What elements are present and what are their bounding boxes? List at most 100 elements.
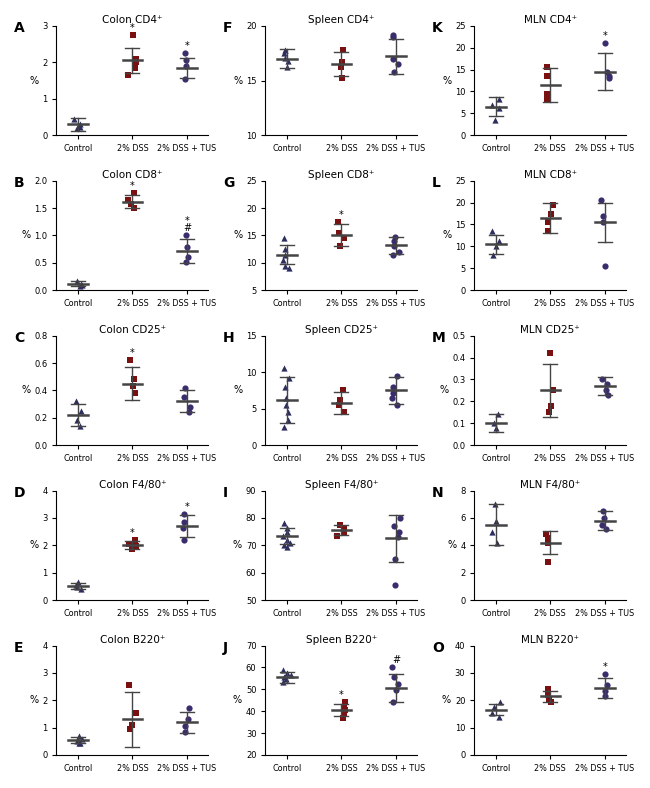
Point [75, 117, 86, 130]
Point [390, 230, 400, 243]
Point [338, 712, 348, 724]
Point [542, 94, 552, 106]
Point [334, 226, 345, 239]
Y-axis label: %: % [21, 385, 31, 396]
Point [179, 391, 189, 403]
Point [340, 704, 350, 716]
Title: Colon CD8⁺: Colon CD8⁺ [102, 170, 162, 180]
Point [182, 241, 192, 254]
Point [488, 225, 498, 237]
Title: MLN F4/80⁺: MLN F4/80⁺ [520, 480, 580, 490]
Point [339, 521, 350, 533]
Point [283, 406, 293, 418]
Point [75, 582, 86, 595]
Point [543, 689, 554, 701]
Title: Colon CD4⁺: Colon CD4⁺ [102, 15, 162, 25]
Point [184, 701, 194, 714]
Point [278, 254, 289, 266]
Point [486, 706, 497, 719]
Point [596, 194, 606, 206]
Point [179, 720, 190, 733]
Point [487, 99, 497, 112]
Point [279, 46, 289, 59]
Y-axis label: %: % [233, 385, 242, 396]
Point [131, 56, 141, 69]
Title: Spleen CD4⁺: Spleen CD4⁺ [308, 15, 374, 25]
Point [542, 70, 552, 83]
Text: A: A [14, 21, 25, 35]
Point [493, 710, 504, 723]
Point [387, 52, 398, 65]
Point [284, 537, 294, 549]
Point [339, 232, 349, 244]
Text: *: * [130, 528, 135, 538]
Point [278, 530, 288, 542]
Point [388, 28, 398, 41]
Point [495, 695, 505, 708]
Text: L: L [432, 177, 441, 191]
Point [602, 679, 612, 692]
Point [129, 387, 140, 400]
Point [546, 207, 556, 220]
Point [390, 578, 400, 591]
Point [333, 399, 344, 411]
Title: Colon F4/80⁺: Colon F4/80⁺ [99, 480, 166, 490]
Point [124, 679, 134, 692]
Point [178, 521, 188, 533]
Point [336, 61, 346, 73]
Point [491, 537, 502, 549]
Point [181, 60, 191, 72]
Point [491, 240, 501, 252]
Point [491, 422, 502, 434]
Y-axis label: %: % [29, 541, 38, 550]
Point [179, 515, 189, 528]
Point [543, 406, 554, 418]
Point [281, 399, 291, 411]
Text: #: # [392, 655, 400, 665]
Point [280, 248, 291, 261]
Point [393, 58, 403, 70]
Point [124, 723, 135, 735]
Point [597, 210, 608, 222]
Point [283, 54, 294, 67]
Text: *: * [130, 180, 135, 191]
Point [490, 113, 501, 126]
Point [542, 537, 552, 549]
Point [488, 249, 499, 262]
Point [387, 392, 397, 404]
Text: *: * [185, 502, 189, 511]
Point [74, 736, 85, 749]
Point [278, 663, 289, 676]
Point [600, 684, 610, 697]
Text: *: * [603, 31, 607, 41]
Point [489, 417, 499, 429]
Point [332, 530, 343, 542]
Point [74, 730, 85, 742]
Point [596, 374, 606, 386]
Text: O: O [432, 641, 444, 655]
Point [335, 393, 345, 406]
Point [129, 187, 139, 199]
Title: MLN CD4⁺: MLN CD4⁺ [524, 15, 577, 25]
Text: G: G [223, 177, 235, 191]
Text: K: K [432, 21, 443, 35]
Title: Colon CD25⁺: Colon CD25⁺ [99, 325, 166, 335]
Y-axis label: %: % [442, 76, 451, 86]
Point [279, 671, 289, 683]
Point [282, 521, 293, 533]
Point [280, 243, 291, 255]
Point [74, 738, 85, 750]
Point [179, 381, 190, 394]
Point [388, 248, 398, 261]
Point [389, 552, 400, 565]
Point [124, 537, 134, 550]
Point [73, 576, 83, 589]
Point [600, 690, 610, 702]
Text: N: N [432, 486, 443, 500]
Point [72, 121, 83, 134]
Text: C: C [14, 331, 24, 345]
Point [542, 61, 552, 73]
Point [280, 43, 291, 56]
Point [69, 113, 79, 125]
Point [281, 673, 291, 686]
